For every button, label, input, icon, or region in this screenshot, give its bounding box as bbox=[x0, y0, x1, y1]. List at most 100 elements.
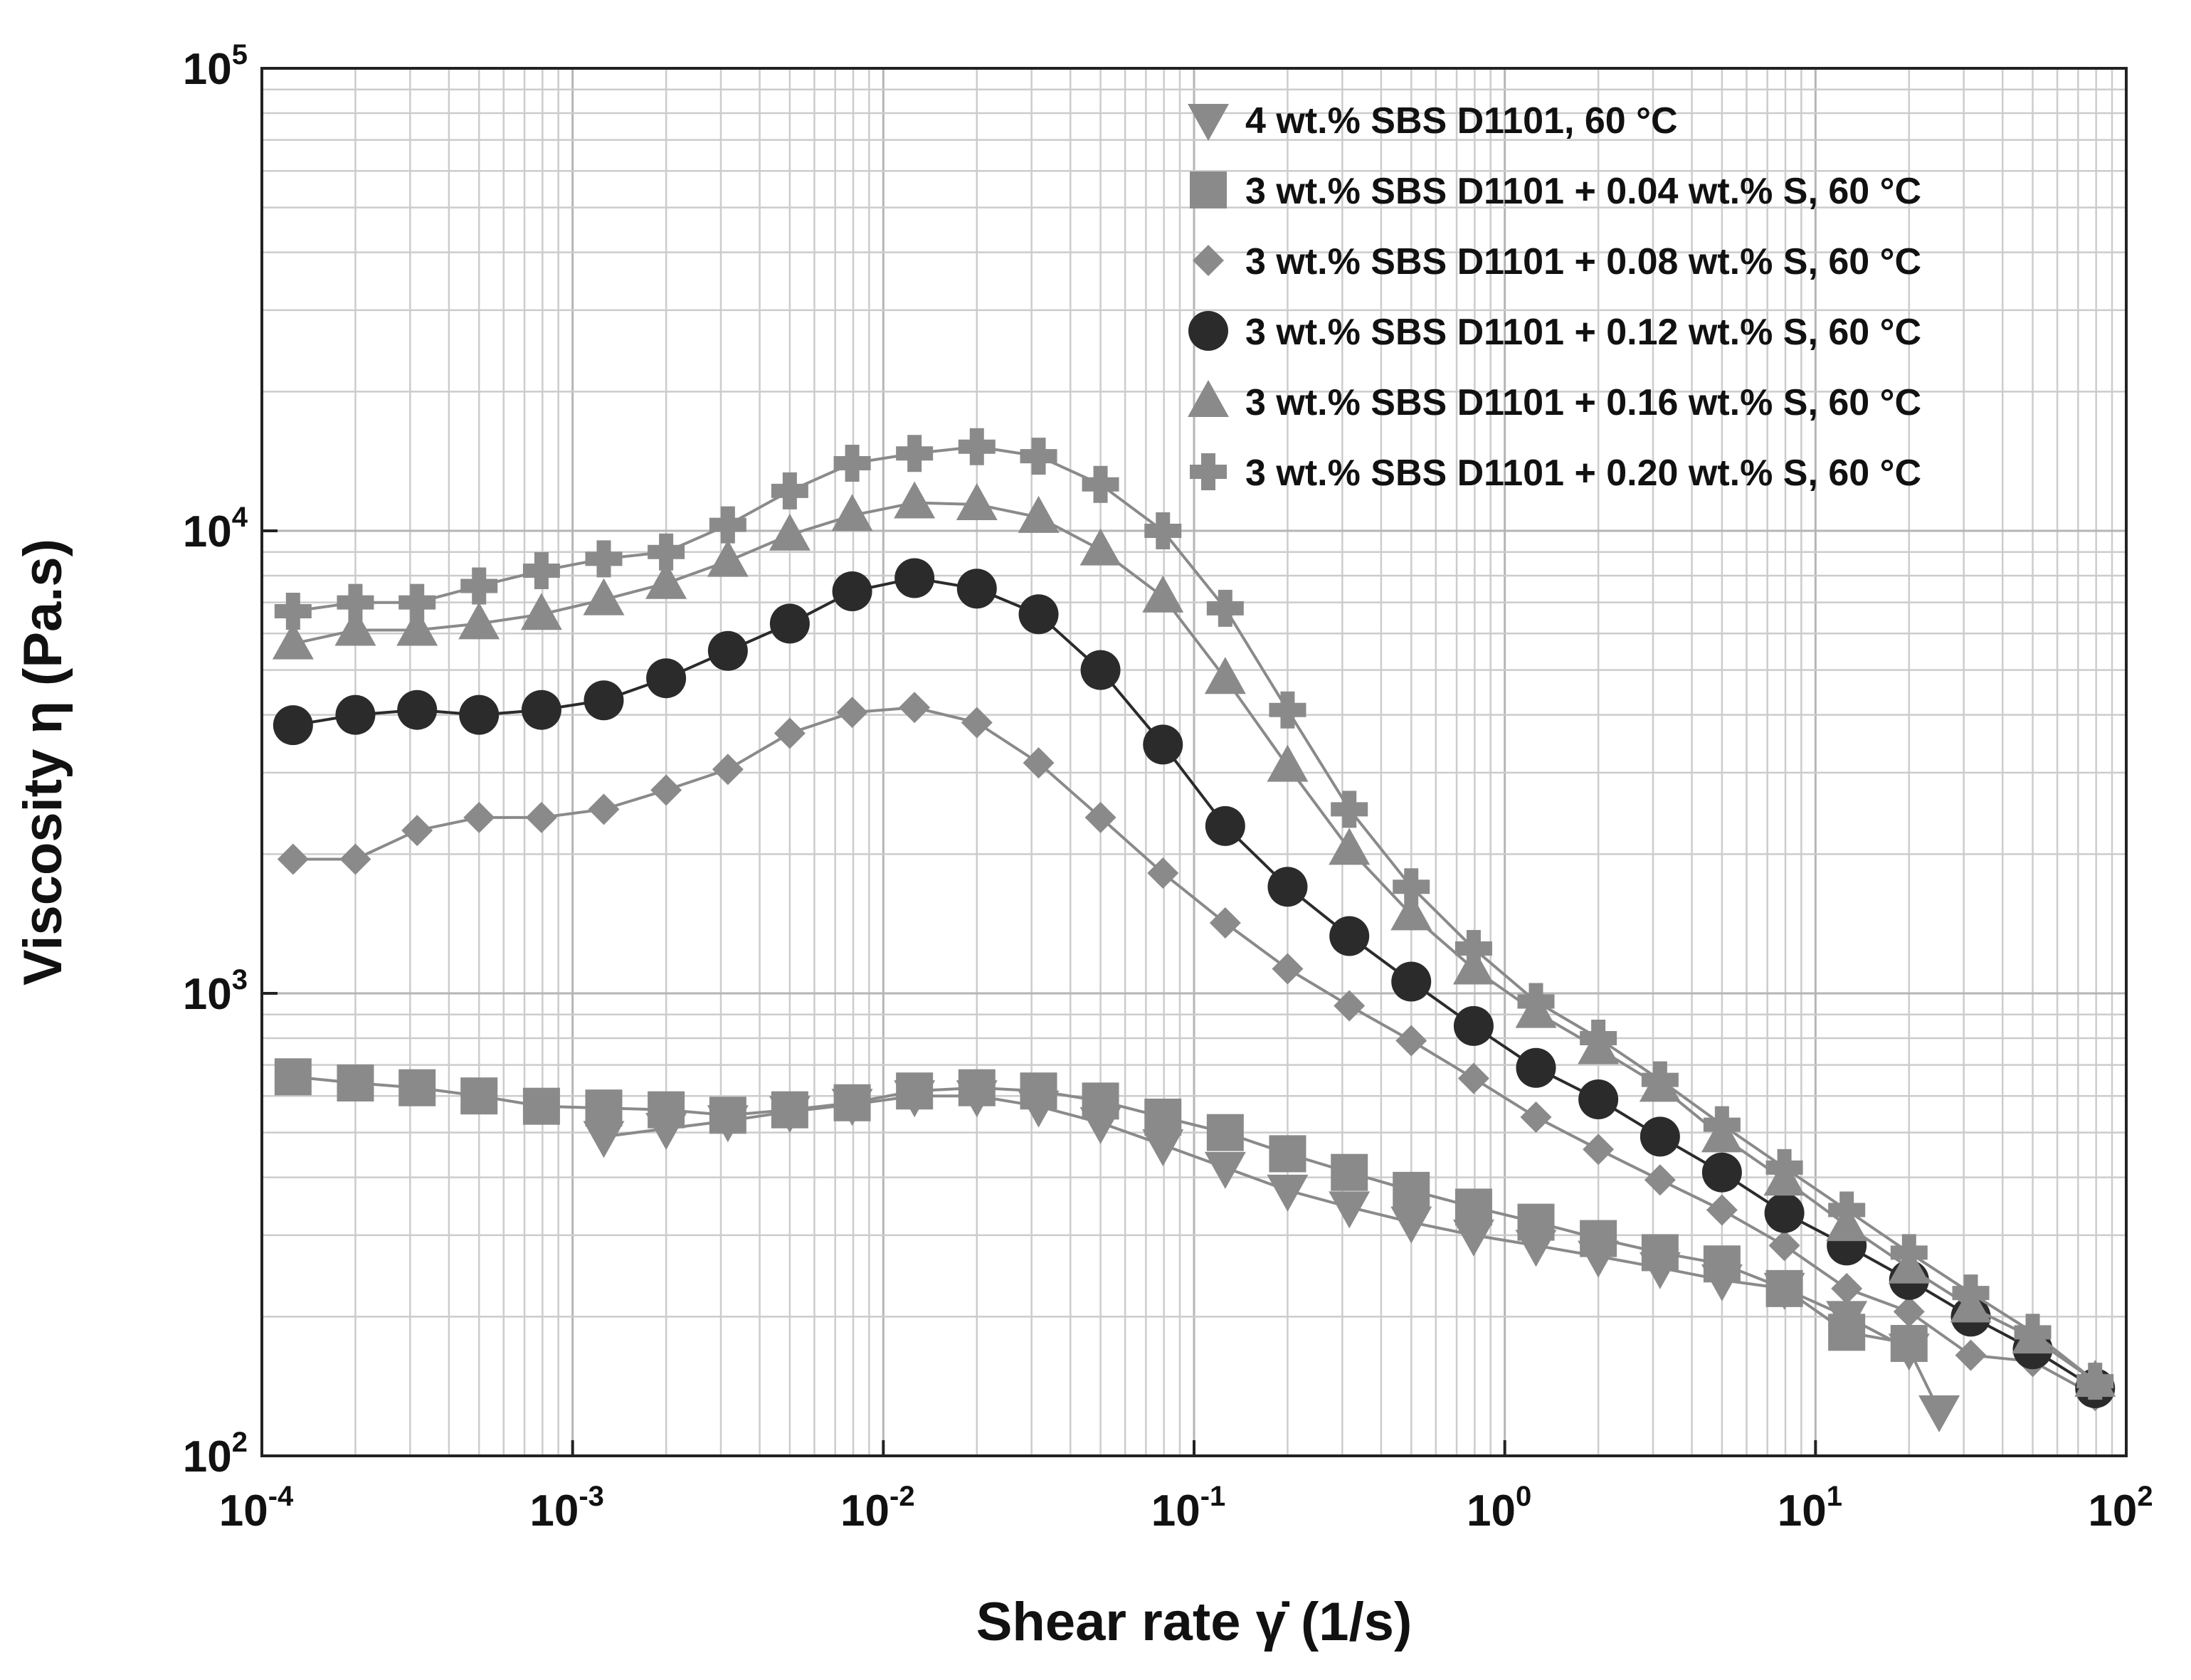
data-point bbox=[1329, 916, 1370, 956]
data-point bbox=[771, 1091, 808, 1129]
series-6 bbox=[274, 428, 2114, 1400]
data-point bbox=[583, 1121, 625, 1158]
legend-label: 3 wt.% SBS D1101 + 0.16 wt.% S, 60 °C bbox=[1245, 382, 1921, 423]
data-point bbox=[1079, 528, 1121, 566]
legend-label: 4 wt.% SBS D1101, 60 °C bbox=[1245, 100, 1678, 142]
data-point bbox=[1082, 465, 1119, 503]
data-point bbox=[583, 578, 625, 616]
data-point bbox=[1393, 1171, 1430, 1209]
data-point bbox=[1454, 930, 1492, 968]
data-point bbox=[896, 1072, 934, 1110]
data-point bbox=[396, 608, 438, 646]
data-point bbox=[1082, 1082, 1119, 1120]
data-point bbox=[458, 602, 500, 640]
data-point bbox=[836, 697, 868, 729]
legend-label: 3 wt.% SBS D1101 + 0.08 wt.% S, 60 °C bbox=[1245, 241, 1921, 282]
data-point bbox=[1390, 1206, 1432, 1244]
data-point bbox=[1831, 1272, 1863, 1304]
data-point bbox=[769, 603, 810, 644]
data-point bbox=[1023, 747, 1055, 779]
data-point bbox=[2014, 1314, 2052, 1351]
data-point bbox=[339, 843, 371, 875]
data-point bbox=[1393, 868, 1430, 906]
data-point bbox=[463, 801, 495, 833]
plot-series bbox=[272, 428, 2116, 1433]
data-point bbox=[1640, 1116, 1680, 1157]
data-point bbox=[1272, 953, 1304, 985]
data-point bbox=[769, 513, 811, 551]
data-point bbox=[832, 571, 872, 611]
legend-marker bbox=[1190, 171, 1227, 208]
data-point bbox=[1020, 438, 1057, 475]
data-point bbox=[1644, 1164, 1676, 1196]
data-point bbox=[1206, 1114, 1244, 1151]
data-point bbox=[833, 445, 871, 482]
data-point bbox=[1267, 1174, 1309, 1212]
series-5 bbox=[272, 481, 2116, 1398]
data-point bbox=[1205, 805, 1245, 846]
data-point bbox=[522, 552, 560, 590]
data-point bbox=[894, 481, 936, 519]
data-point bbox=[1457, 1062, 1489, 1094]
data-point bbox=[1703, 1245, 1741, 1283]
data-point bbox=[272, 622, 314, 660]
x-axis-ticks: 10-4 10-3 10-2 10-1 100 101 102 bbox=[219, 1440, 2153, 1536]
data-point bbox=[1890, 1325, 1928, 1363]
data-point bbox=[584, 680, 624, 721]
data-point bbox=[1828, 1191, 1866, 1229]
legend-label: 3 wt.% SBS D1101 + 0.12 wt.% S, 60 °C bbox=[1245, 312, 1921, 353]
data-point bbox=[335, 694, 376, 735]
x-tick-label: 10-2 bbox=[840, 1481, 915, 1536]
legend: 4 wt.% SBS D1101, 60 °C 3 wt.% SBS D1101 … bbox=[1188, 100, 1921, 494]
data-point bbox=[896, 435, 934, 472]
legend-item: 4 wt.% SBS D1101, 60 °C bbox=[1188, 100, 1678, 142]
data-point bbox=[1084, 801, 1116, 833]
data-point bbox=[774, 717, 806, 749]
data-point bbox=[1269, 1135, 1306, 1173]
data-point bbox=[1453, 1005, 1494, 1046]
data-point bbox=[1209, 907, 1241, 939]
data-point bbox=[1269, 691, 1306, 729]
data-point bbox=[1578, 1079, 1619, 1119]
data-point bbox=[1329, 1191, 1371, 1229]
data-point bbox=[273, 705, 313, 746]
data-point bbox=[956, 483, 998, 521]
data-point bbox=[1144, 1098, 1182, 1136]
data-point bbox=[1142, 1129, 1184, 1167]
data-point bbox=[585, 1089, 623, 1127]
data-point bbox=[588, 793, 620, 825]
legend-item: 3 wt.% SBS D1101 + 0.04 wt.% S, 60 °C bbox=[1190, 171, 1921, 212]
series-2 bbox=[274, 1058, 1928, 1363]
legend-label: 3 wt.% SBS D1101 + 0.20 wt.% S, 60 °C bbox=[1245, 453, 1921, 494]
data-point bbox=[459, 694, 500, 735]
data-point bbox=[1143, 724, 1183, 765]
data-point bbox=[585, 540, 623, 578]
data-point bbox=[1765, 1148, 1803, 1186]
legend-marker bbox=[1190, 453, 1227, 490]
data-point bbox=[274, 1058, 312, 1096]
data-point bbox=[831, 494, 873, 532]
data-point bbox=[707, 630, 748, 671]
data-point bbox=[1391, 961, 1432, 1002]
data-point bbox=[709, 1097, 746, 1134]
data-point bbox=[1765, 1269, 1803, 1307]
data-point bbox=[709, 506, 746, 544]
data-point bbox=[1952, 1274, 1990, 1312]
data-point bbox=[1516, 1047, 1556, 1088]
data-point bbox=[1395, 1025, 1427, 1057]
data-point bbox=[648, 533, 685, 571]
data-point bbox=[1329, 828, 1371, 865]
data-point bbox=[1828, 1314, 1866, 1351]
data-point bbox=[1331, 791, 1368, 828]
data-point bbox=[460, 1077, 498, 1115]
data-point bbox=[1390, 893, 1432, 931]
data-point bbox=[1080, 650, 1121, 690]
data-point bbox=[1701, 1152, 1742, 1193]
data-point bbox=[1890, 1234, 1928, 1272]
data-point bbox=[334, 608, 376, 646]
data-point bbox=[274, 593, 312, 630]
data-point bbox=[1334, 990, 1366, 1022]
data-point bbox=[1703, 1106, 1741, 1143]
